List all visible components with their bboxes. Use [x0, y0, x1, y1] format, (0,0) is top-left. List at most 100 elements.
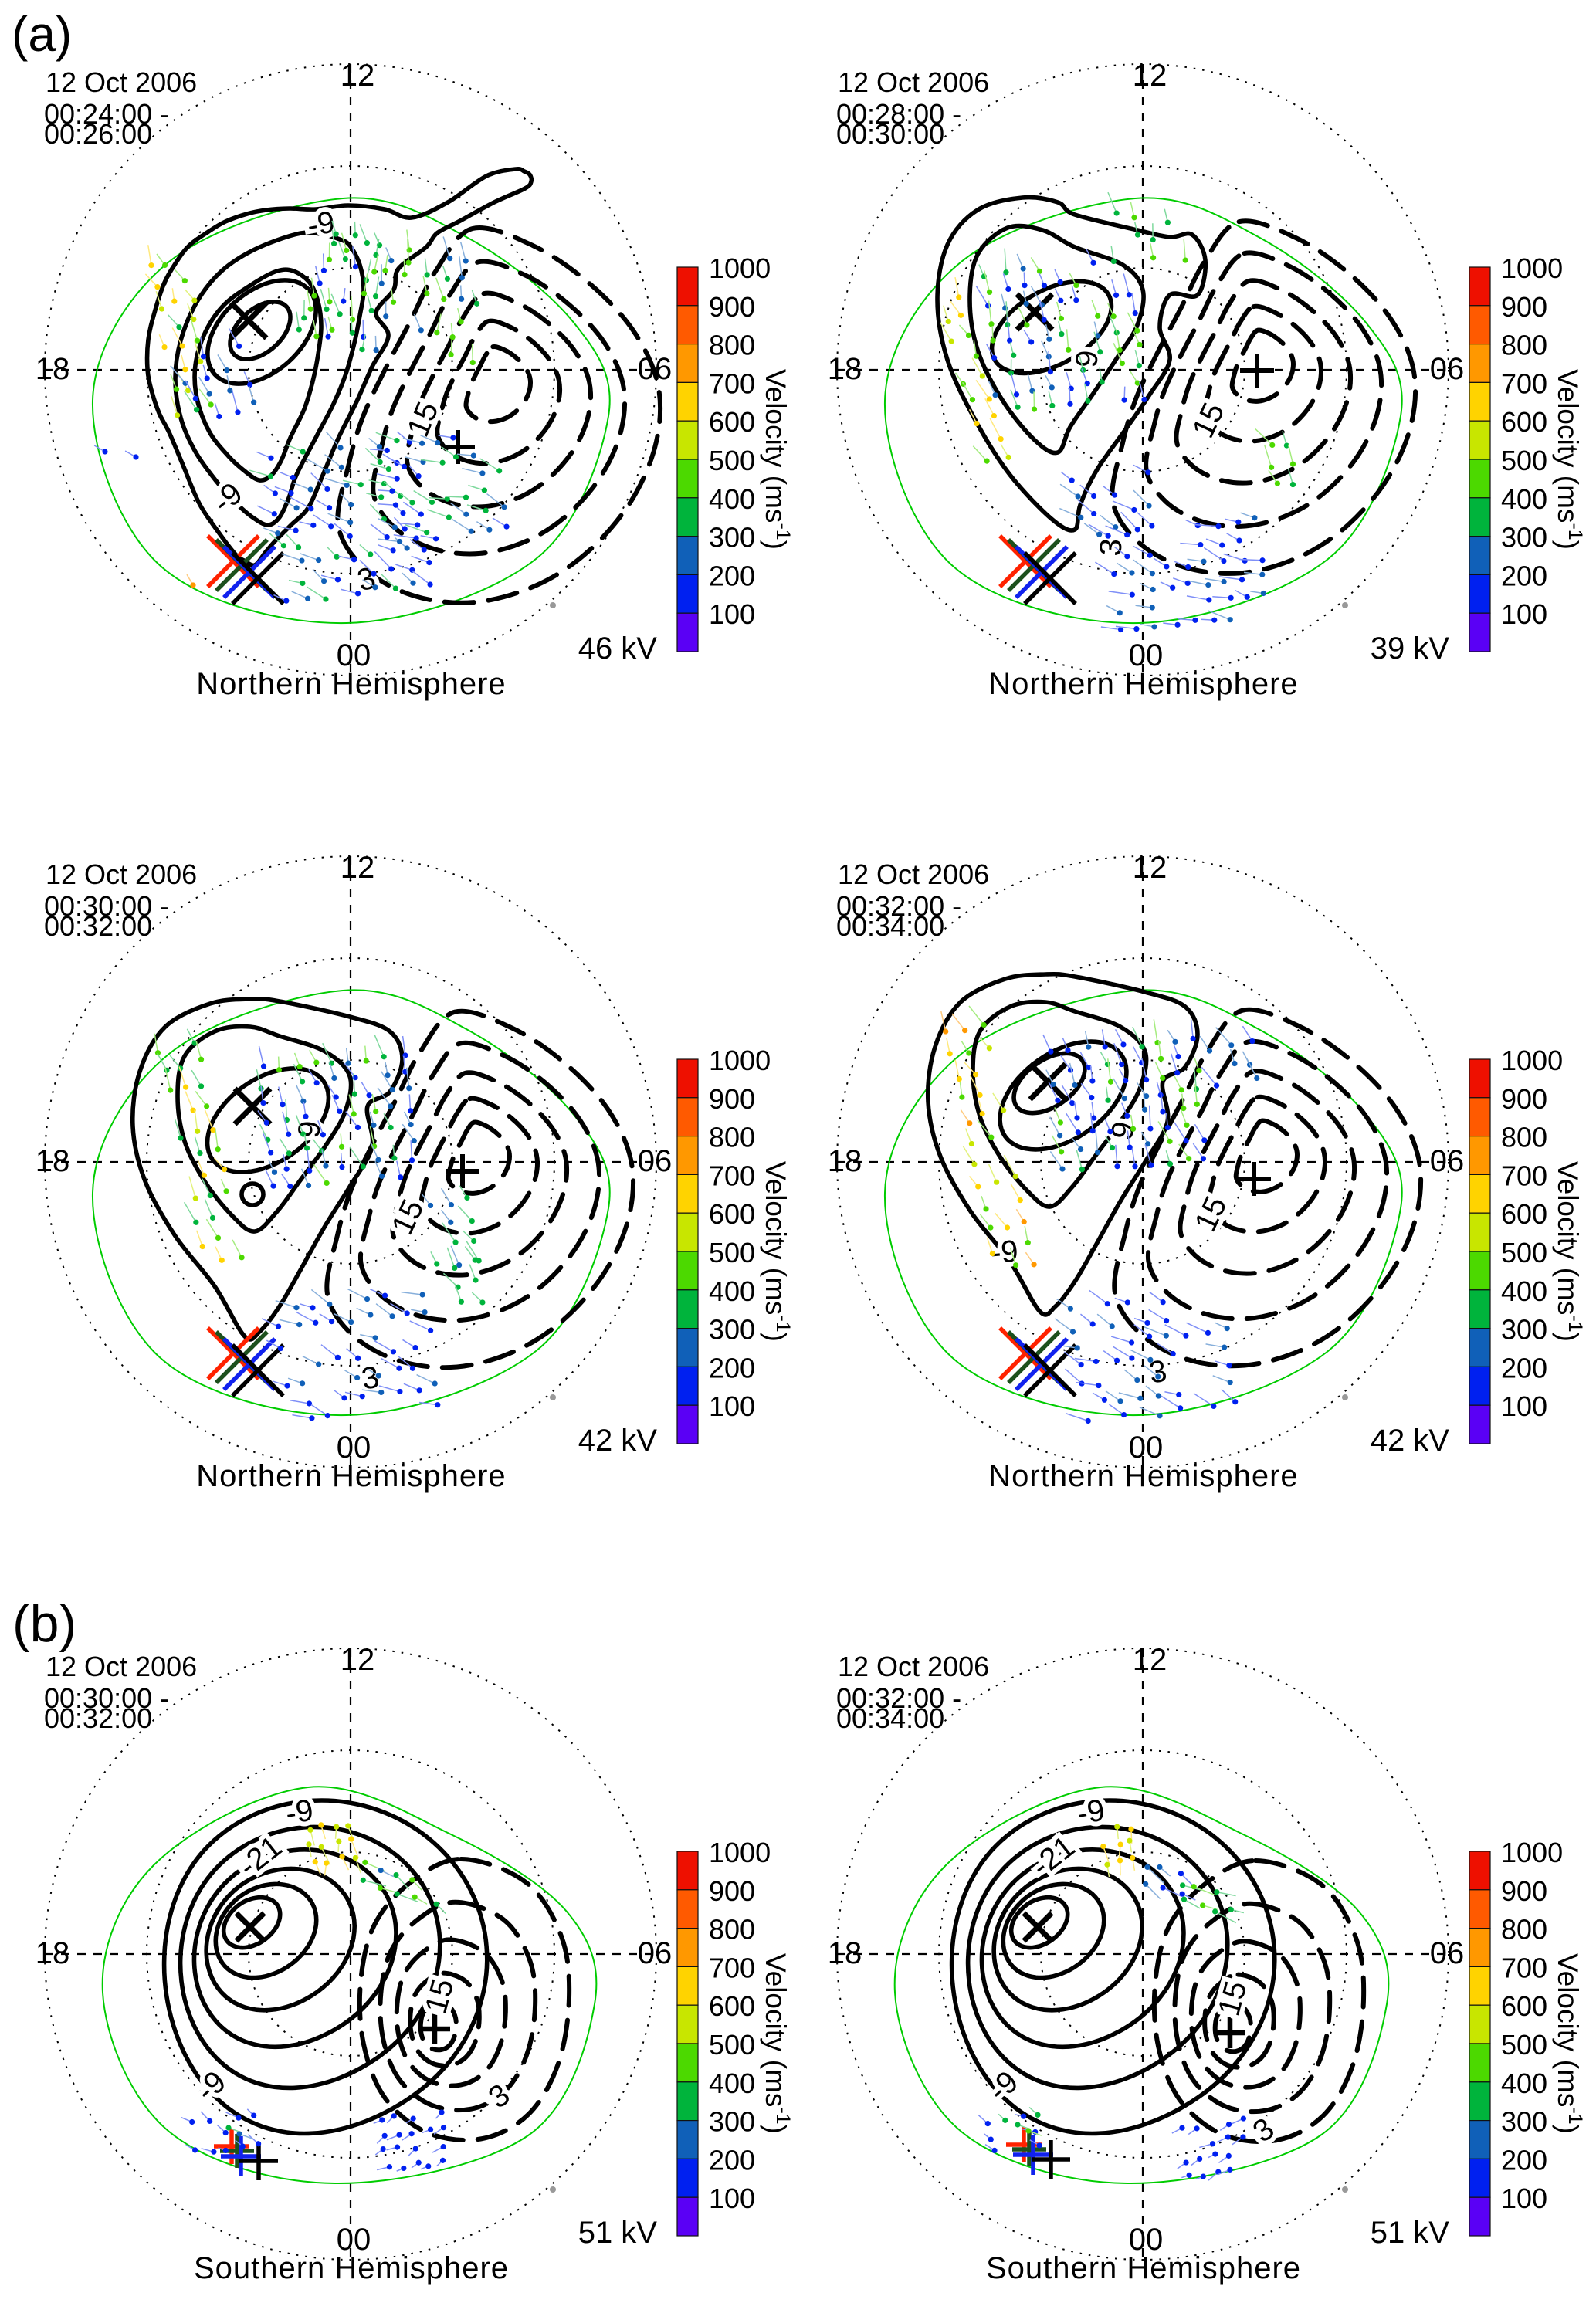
- svg-text:1000: 1000: [1501, 1837, 1563, 1868]
- svg-text:500: 500: [1501, 445, 1547, 476]
- svg-text:Northern Hemisphere: Northern Hemisphere: [196, 1459, 506, 1493]
- svg-text:12: 12: [1133, 59, 1167, 93]
- svg-text:600: 600: [1501, 1990, 1547, 2022]
- svg-text:700: 700: [1501, 367, 1547, 399]
- svg-text:300: 300: [709, 1314, 755, 1346]
- svg-text:800: 800: [709, 330, 755, 361]
- svg-text:(a): (a): [12, 6, 72, 62]
- svg-text:200: 200: [1501, 2144, 1547, 2176]
- svg-text:Velocity (ms-1): Velocity (ms-1): [1552, 1953, 1586, 2134]
- svg-text:12: 12: [1133, 1643, 1167, 1677]
- svg-text:42 kV: 42 kV: [578, 1424, 658, 1458]
- svg-text:300: 300: [1501, 522, 1547, 554]
- svg-text:Velocity (ms-1): Velocity (ms-1): [1552, 1161, 1586, 1342]
- svg-text:200: 200: [1501, 560, 1547, 591]
- svg-text:18: 18: [828, 1936, 862, 1970]
- svg-text:12 Oct 2006: 12 Oct 2006: [46, 859, 197, 890]
- svg-text:12 Oct 2006: 12 Oct 2006: [46, 1651, 197, 1682]
- svg-text:600: 600: [709, 1990, 755, 2022]
- svg-text:06: 06: [1430, 1144, 1465, 1178]
- svg-text:(b): (b): [12, 1594, 76, 1653]
- svg-text:Northern Hemisphere: Northern Hemisphere: [988, 1459, 1298, 1493]
- svg-text:600: 600: [1501, 1198, 1547, 1230]
- svg-text:700: 700: [709, 1160, 755, 1191]
- svg-text:12 Oct 2006: 12 Oct 2006: [46, 66, 197, 98]
- svg-text:06: 06: [1430, 1936, 1465, 1970]
- svg-text:00:32:00: 00:32:00: [44, 1702, 152, 1734]
- svg-text:800: 800: [709, 1914, 755, 1946]
- svg-text:18: 18: [36, 1144, 70, 1178]
- svg-text:900: 900: [1501, 1083, 1547, 1115]
- svg-text:800: 800: [1501, 1914, 1547, 1946]
- svg-text:18: 18: [828, 352, 862, 386]
- svg-text:1000: 1000: [709, 252, 771, 284]
- svg-text:400: 400: [1501, 2068, 1547, 2099]
- svg-text:06: 06: [638, 1144, 673, 1178]
- svg-text:700: 700: [709, 1952, 755, 1983]
- svg-text:Northern Hemisphere: Northern Hemisphere: [988, 667, 1298, 701]
- svg-text:12 Oct 2006: 12 Oct 2006: [838, 859, 989, 890]
- svg-text:06: 06: [638, 1936, 673, 1970]
- svg-text:Velocity (ms-1): Velocity (ms-1): [1552, 369, 1586, 550]
- svg-text:00:30:00: 00:30:00: [836, 118, 944, 150]
- svg-text:100: 100: [1501, 1390, 1547, 1422]
- svg-text:400: 400: [1501, 483, 1547, 515]
- svg-text:800: 800: [1501, 330, 1547, 361]
- svg-text:900: 900: [1501, 291, 1547, 323]
- svg-text:800: 800: [709, 1122, 755, 1153]
- svg-text:200: 200: [709, 2144, 755, 2176]
- svg-text:42 kV: 42 kV: [1371, 1424, 1450, 1458]
- svg-text:300: 300: [1501, 2106, 1547, 2138]
- svg-text:200: 200: [709, 560, 755, 591]
- svg-text:100: 100: [1501, 2183, 1547, 2214]
- svg-text:46 kV: 46 kV: [578, 632, 658, 665]
- svg-text:600: 600: [709, 406, 755, 438]
- svg-text:400: 400: [709, 483, 755, 515]
- svg-text:00:34:00: 00:34:00: [836, 1702, 944, 1734]
- svg-text:1000: 1000: [1501, 252, 1563, 284]
- svg-text:500: 500: [709, 2029, 755, 2061]
- svg-text:200: 200: [709, 1352, 755, 1383]
- svg-text:900: 900: [709, 1875, 755, 1907]
- svg-text:Northern Hemisphere: Northern Hemisphere: [196, 667, 506, 701]
- svg-text:500: 500: [709, 445, 755, 476]
- svg-text:700: 700: [1501, 1160, 1547, 1191]
- svg-text:500: 500: [709, 1237, 755, 1268]
- svg-text:18: 18: [828, 1144, 862, 1178]
- svg-text:500: 500: [1501, 1237, 1547, 1268]
- svg-text:12 Oct 2006: 12 Oct 2006: [838, 1651, 989, 1682]
- svg-text:900: 900: [1501, 1875, 1547, 1907]
- svg-text:300: 300: [709, 522, 755, 554]
- svg-text:06: 06: [1430, 352, 1465, 386]
- svg-text:12: 12: [1133, 851, 1167, 885]
- svg-text:-9: -9: [283, 1793, 316, 1831]
- svg-text:400: 400: [1501, 1275, 1547, 1307]
- svg-text:100: 100: [709, 598, 755, 630]
- svg-text:600: 600: [709, 1198, 755, 1230]
- svg-text:1000: 1000: [709, 1837, 771, 1868]
- svg-text:700: 700: [709, 367, 755, 399]
- svg-text:12: 12: [341, 59, 375, 93]
- svg-text:100: 100: [709, 2183, 755, 2214]
- svg-text:Velocity (ms-1): Velocity (ms-1): [760, 369, 794, 550]
- svg-text:400: 400: [709, 1275, 755, 1307]
- svg-text:18: 18: [36, 1936, 70, 1970]
- svg-text:Velocity (ms-1): Velocity (ms-1): [760, 1161, 794, 1342]
- svg-text:1000: 1000: [709, 1045, 771, 1076]
- svg-text:12: 12: [341, 1643, 375, 1677]
- svg-text:900: 900: [709, 291, 755, 323]
- svg-text:300: 300: [1501, 1314, 1547, 1346]
- svg-text:800: 800: [1501, 1122, 1547, 1153]
- svg-text:18: 18: [36, 352, 70, 386]
- svg-text:51 kV: 51 kV: [578, 2216, 658, 2250]
- svg-text:600: 600: [1501, 406, 1547, 438]
- svg-text:39 kV: 39 kV: [1371, 632, 1450, 665]
- svg-text:200: 200: [1501, 1352, 1547, 1383]
- svg-text:12 Oct 2006: 12 Oct 2006: [838, 66, 989, 98]
- svg-text:Southern Hemisphere: Southern Hemisphere: [194, 2251, 509, 2285]
- svg-text:100: 100: [709, 1390, 755, 1422]
- svg-text:400: 400: [709, 2068, 755, 2099]
- svg-text:00:32:00: 00:32:00: [44, 910, 152, 942]
- svg-text:00:26:00: 00:26:00: [44, 118, 152, 150]
- svg-text:Southern Hemisphere: Southern Hemisphere: [986, 2251, 1301, 2285]
